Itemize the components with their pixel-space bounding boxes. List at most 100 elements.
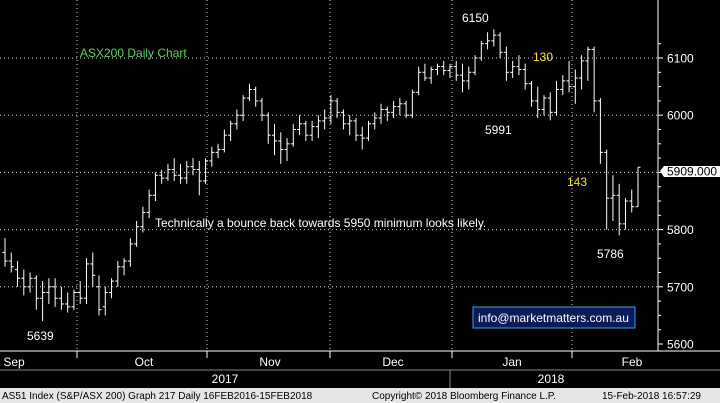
- ohlc-bar: [121, 258, 127, 276]
- ohlc-bar: [322, 109, 328, 130]
- ohlc-bar: [271, 123, 277, 156]
- ohlc-bar: [547, 92, 553, 121]
- ohlc-bar: [535, 86, 541, 119]
- ohlc-bar: [366, 120, 372, 141]
- ohlc-bar: [497, 32, 503, 58]
- ohlc-bar: [159, 169, 165, 184]
- high-label: 6150: [462, 11, 489, 25]
- ohlc-bar: [190, 158, 196, 176]
- ohlc-bar: [503, 46, 509, 81]
- ohlc-bar: [21, 269, 27, 296]
- ohlc-bar: [27, 272, 33, 293]
- ohlc-bar: [52, 278, 58, 307]
- info-box-frame: [472, 306, 636, 329]
- ohlc-bar: [516, 55, 522, 76]
- last-price-value: 5909.000: [667, 165, 717, 179]
- low-sep-label: 5639: [27, 329, 54, 343]
- ohlc-bar: [416, 66, 422, 96]
- ohlc-bar: [491, 29, 497, 47]
- ohlc-bar: [203, 158, 209, 184]
- ohlc-bar: [391, 100, 397, 119]
- ohlc-bar: [140, 206, 146, 233]
- rise-label: 130: [533, 50, 553, 64]
- ohlc-bar: [441, 60, 447, 76]
- y-tick-label: 6000: [667, 109, 694, 123]
- x-tick-label: Nov: [259, 355, 280, 369]
- footer-middle: Copyright© 2018 Bloomberg Finance L.P.: [372, 391, 556, 402]
- ohlc-bar: [259, 98, 265, 121]
- x-tick-label: Jan: [502, 355, 521, 369]
- last-price-tag: 5909.000: [660, 165, 720, 179]
- ohlc-bar: [253, 86, 259, 107]
- x-tick-label: Feb: [622, 355, 643, 369]
- ohlc-bar: [340, 109, 346, 130]
- ohlc-bar: [566, 60, 572, 93]
- ohlc-bar: [359, 126, 365, 150]
- footer: AS51 Index (S&P/ASX 200) Graph 217 Daily…: [0, 388, 720, 403]
- ohlc-bar: [90, 252, 96, 287]
- ohlc-bar: [560, 75, 566, 96]
- ohlc-bar: [485, 32, 491, 50]
- ohlc-bar: [209, 146, 215, 167]
- ohlc-bar: [102, 286, 108, 316]
- x-year-label: 2018: [538, 372, 565, 386]
- x-axis: Sep Oct Nov Dec Jan Feb 2017 2018: [0, 350, 720, 388]
- ohlc-bar: [604, 149, 610, 230]
- ohlc-bar: [510, 60, 516, 79]
- bounce-note: Technically a bounce back towards 5950 m…: [155, 216, 486, 230]
- footer-background: [0, 388, 720, 403]
- ohlc-bar: [8, 252, 14, 273]
- ohlc-bar: [384, 106, 390, 121]
- ohlc-bar: [177, 163, 183, 184]
- ohlc-bar: [466, 66, 472, 90]
- ohlc-bar: [152, 172, 158, 201]
- ohlc-bar: [315, 115, 321, 139]
- ohlc-bar: [616, 183, 622, 236]
- ohlc-bar: [334, 98, 340, 119]
- grid-lines: [0, 0, 658, 351]
- ohlc-bar: [246, 83, 252, 101]
- ohlc-bar: [522, 63, 528, 90]
- ohlc-bar: [554, 80, 560, 116]
- ohlc-bar: [184, 160, 190, 184]
- y-tick-label: 6100: [667, 52, 694, 66]
- ohlc-bar: [585, 46, 591, 81]
- x-tick-label: Sep: [3, 355, 25, 369]
- info-box-text: info@marketmatters.com.au: [478, 311, 629, 325]
- footer-right: 15-Feb-2018 16:57:29: [602, 391, 701, 402]
- ohlc-bar: [447, 63, 453, 79]
- ohlc-bar: [171, 158, 177, 181]
- ohlc-bar: [240, 95, 246, 121]
- drop-label: 143: [567, 175, 587, 189]
- ohlc-bar: [409, 89, 415, 119]
- ohlc-bar: [434, 63, 440, 76]
- ohlc-bar: [65, 292, 71, 313]
- ohlc-bar: [597, 98, 603, 164]
- chart-title: ASX200 Daily Chart: [80, 46, 187, 60]
- ohlc-bar: [83, 258, 89, 304]
- ohlc-bar: [290, 123, 296, 147]
- ohlc-bar: [528, 80, 534, 107]
- ohlc-bar: [146, 189, 152, 219]
- ohlc-bar: [579, 55, 585, 90]
- ohlc-bar: [328, 95, 334, 124]
- ohlc-bar: [134, 221, 140, 247]
- ohlc-bar: [610, 175, 616, 222]
- ohlc-bar: [622, 198, 628, 230]
- ohlc-bar: [215, 143, 221, 159]
- ohlc-bar: [478, 40, 484, 61]
- ohlc-bar: [40, 281, 46, 322]
- last-price-marker: [660, 166, 720, 177]
- ohlc-bar: [71, 289, 77, 310]
- ohlc-bar: [278, 132, 284, 164]
- ohlc-bar: [428, 66, 434, 84]
- footer-left: AS51 Index (S&P/ASX 200) Graph 217 Daily…: [2, 391, 313, 402]
- info-box: info@marketmatters.com.au: [472, 306, 636, 329]
- ohlc-bar: [303, 120, 309, 141]
- ohlc-bar: [196, 160, 202, 196]
- ohlc-bar: [635, 166, 641, 208]
- ohlc-bar: [591, 46, 597, 113]
- ohlc-bar: [228, 120, 234, 141]
